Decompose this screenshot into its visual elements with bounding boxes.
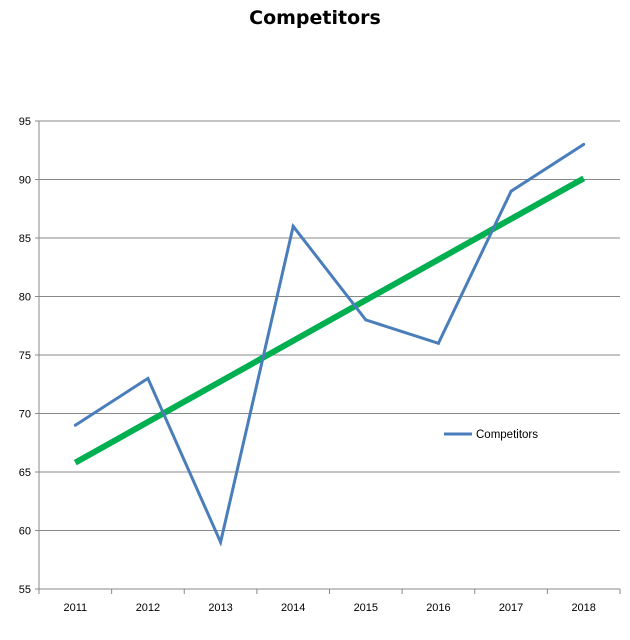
chart-title: Competitors xyxy=(249,7,381,29)
data-point xyxy=(291,224,295,228)
x-tick-label: 2015 xyxy=(354,602,378,614)
gridlines xyxy=(39,120,620,531)
x-tick-label: 2014 xyxy=(281,602,305,614)
x-tick-label: 2017 xyxy=(499,602,523,614)
data-point xyxy=(509,189,513,193)
data-point xyxy=(219,540,223,544)
x-tick-label: 2016 xyxy=(426,602,450,614)
series-line xyxy=(74,143,585,547)
data-point xyxy=(582,142,586,146)
data-point xyxy=(364,318,368,322)
x-tick-label: 2018 xyxy=(571,602,595,614)
x-tick-label: 2011 xyxy=(63,602,87,614)
y-tick-label: 55 xyxy=(19,584,31,596)
y-tick-label: 70 xyxy=(19,409,31,421)
data-point xyxy=(146,376,150,380)
y-tick-label: 75 xyxy=(19,350,31,362)
trendline-layer xyxy=(73,175,586,466)
y-tick-label: 95 xyxy=(19,116,31,128)
y-axis-ticks: 55 60 65 70 75 80 85 90 95 xyxy=(19,116,39,596)
y-tick-label: 80 xyxy=(19,292,31,304)
y-tick-label: 65 xyxy=(19,467,31,479)
x-tick-label: 2012 xyxy=(136,602,160,614)
x-tick-label: 2013 xyxy=(208,602,232,614)
y-tick-label: 60 xyxy=(19,526,31,538)
data-point xyxy=(73,423,77,427)
trendline xyxy=(73,175,586,466)
legend: Competitors xyxy=(444,429,538,441)
data-point xyxy=(436,341,440,345)
x-axis-ticks: 2011 2012 2013 2014 2015 2016 2017 2018 xyxy=(38,589,621,614)
series-layer xyxy=(73,142,586,547)
y-tick-label: 85 xyxy=(19,233,31,245)
legend-label: Competitors xyxy=(476,429,538,441)
y-tick-label: 90 xyxy=(19,175,31,187)
